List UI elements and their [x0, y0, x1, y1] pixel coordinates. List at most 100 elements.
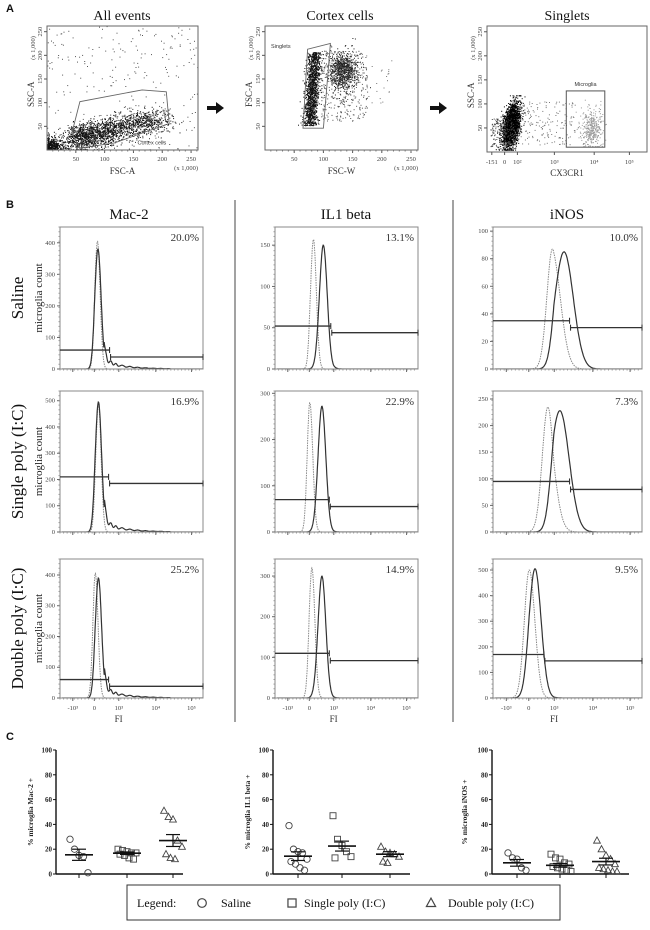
event-dot: [316, 96, 318, 98]
event-dot: [150, 119, 152, 121]
event-dot: [314, 96, 316, 98]
event-dot: [68, 141, 70, 143]
event-dot: [92, 142, 94, 144]
event-dot: [310, 107, 312, 109]
gate-polygon: [71, 89, 170, 149]
event-dot: [77, 132, 79, 133]
event-dot: [112, 144, 114, 146]
event-dot: [169, 113, 171, 115]
event-dot: [109, 117, 111, 119]
event-dot: [314, 65, 316, 67]
event-dot: [63, 31, 65, 33]
event-dot: [327, 119, 329, 120]
event-dot: [193, 127, 195, 129]
event-dot: [102, 141, 104, 143]
event-dot: [82, 123, 84, 124]
event-dot: [346, 74, 348, 76]
event-dot: [305, 59, 307, 61]
event-dot: [88, 133, 90, 135]
event-dot: [72, 37, 74, 39]
event-dot: [317, 55, 319, 57]
event-dot: [341, 68, 343, 70]
event-dot: [349, 104, 351, 106]
event-dot: [362, 56, 364, 58]
event-dot: [322, 91, 324, 93]
event-dot: [311, 78, 313, 80]
event-dot: [109, 122, 111, 123]
event-dot: [97, 135, 98, 137]
event-dot: [95, 136, 97, 138]
event-dot: [317, 74, 319, 76]
event-dot: [314, 62, 316, 64]
event-dot: [308, 125, 310, 127]
event-dot: [355, 71, 357, 73]
event-dot: [331, 62, 333, 64]
event-dot: [129, 133, 131, 134]
event-dot: [55, 133, 57, 135]
event-dot: [106, 138, 108, 139]
event-dot: [60, 134, 62, 136]
event-dot: [87, 129, 89, 131]
event-dot: [340, 80, 342, 82]
event-dot: [330, 66, 332, 68]
event-dot: [112, 126, 114, 128]
event-dot: [169, 131, 171, 133]
event-dot: [101, 137, 103, 139]
event-dot: [187, 39, 189, 40]
event-dot: [135, 119, 137, 121]
event-dot: [70, 146, 72, 147]
event-dot: [308, 87, 310, 89]
event-dot: [127, 119, 129, 121]
event-dot: [335, 87, 336, 88]
event-dot: [312, 98, 314, 100]
event-dot: [153, 121, 155, 123]
event-dots: [47, 26, 198, 150]
event-dot: [315, 87, 317, 89]
event-dot: [91, 136, 93, 138]
event-dot: [165, 69, 167, 70]
event-dot: [70, 128, 72, 130]
event-dot: [86, 135, 88, 137]
event-dot: [326, 66, 328, 68]
event-dot: [111, 130, 113, 132]
event-dot: [138, 119, 140, 121]
event-dot: [315, 89, 317, 91]
event-dot: [161, 111, 162, 113]
event-dot: [312, 113, 314, 115]
event-dot: [339, 83, 341, 85]
event-dot: [315, 105, 317, 107]
event-dot: [131, 134, 133, 136]
event-dot: [123, 124, 125, 126]
event-dot: [318, 62, 320, 64]
event-dot: [175, 122, 177, 124]
event-dot: [71, 143, 73, 145]
event-dot: [88, 47, 90, 49]
event-dot: [176, 65, 178, 67]
event-dot: [337, 66, 339, 68]
event-dot: [196, 147, 198, 149]
event-dot: [344, 66, 346, 68]
event-dot: [315, 79, 317, 81]
event-dot: [136, 120, 138, 122]
event-dot: [317, 65, 319, 67]
event-dot: [315, 95, 317, 96]
event-dot: [312, 87, 314, 89]
event-dot: [143, 130, 145, 132]
event-dot: [332, 97, 334, 99]
event-dot: [347, 74, 349, 76]
event-dot: [95, 147, 97, 149]
event-dot: [316, 56, 318, 58]
event-dot: [363, 114, 365, 115]
event-dot: [146, 112, 148, 114]
event-dot: [47, 127, 49, 129]
event-dot: [315, 72, 316, 74]
event-dot: [307, 110, 309, 112]
event-dot: [316, 98, 318, 99]
event-dot: [308, 55, 310, 57]
event-dot: [84, 142, 85, 144]
event-dot: [125, 128, 127, 130]
event-dot: [305, 110, 307, 112]
event-dot: [148, 120, 150, 122]
event-dot: [97, 139, 99, 141]
event-dot: [165, 120, 167, 122]
